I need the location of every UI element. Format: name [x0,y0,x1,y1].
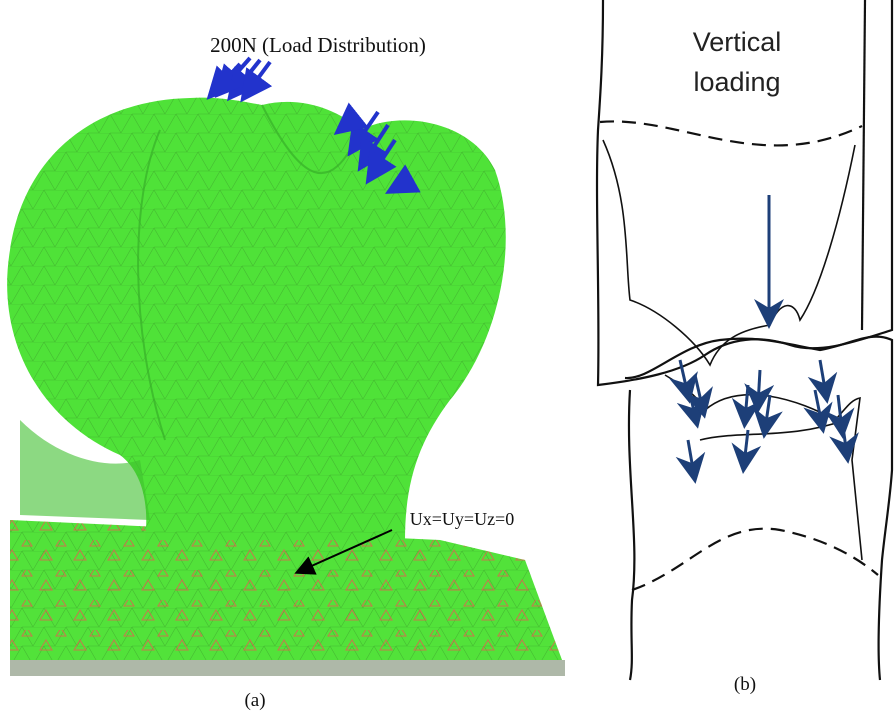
force-arrows [680,195,847,475]
force-arrow [842,420,847,455]
figure-graphics: 200N (Load Distribution) Ux=Uy=Uz=0 (a) [0,0,896,719]
force-arrow [815,390,822,425]
force-arrow [758,370,760,405]
lower-bone-left [629,390,634,680]
force-arrow [765,395,770,430]
force-arrow [820,360,826,395]
loading-label: Vertical loading [672,22,802,102]
upper-growth-line [600,121,862,145]
scale-bar [10,660,565,676]
force-arrow [745,385,748,420]
lower-growth-line [632,529,878,590]
constraint-label: Ux=Uy=Uz=0 [410,509,514,529]
upper-bone-edge [862,0,865,330]
load-label: 200N (Load Distribution) [210,33,426,57]
panel-a: 200N (Load Distribution) Ux=Uy=Uz=0 (a) [0,0,575,711]
panel-b [597,0,892,680]
lower-articular [665,375,862,560]
force-arrow [688,440,694,475]
caption-a: (a) [244,690,265,711]
spacer [632,590,876,598]
caption-b: (b) [734,674,756,695]
force-arrow [695,375,703,410]
lower-inner [700,420,845,440]
force-arrow [688,385,696,420]
figure: 200N (Load Distribution) Ux=Uy=Uz=0 (a) [0,0,896,719]
upper-articular [603,140,855,365]
